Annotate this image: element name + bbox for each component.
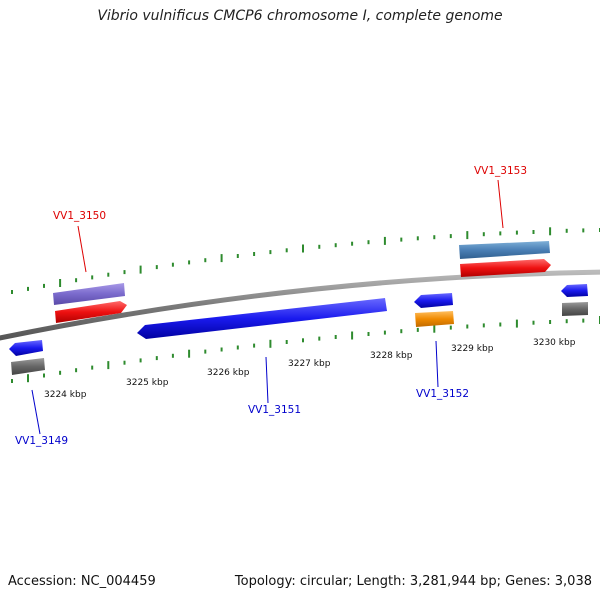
ruler-label-3230: 3230 kbp xyxy=(533,338,576,348)
gene-vv1-3152-feature[interactable] xyxy=(414,293,454,327)
gene-vv1-3149-feature[interactable] xyxy=(9,340,45,375)
gene-vv1-3153-feature[interactable] xyxy=(459,241,551,277)
cds-blue-arrow[interactable] xyxy=(137,298,387,339)
gene-right-edge-feature[interactable] xyxy=(561,284,588,316)
ruler-label-3227: 3227 kbp xyxy=(288,359,331,369)
gene-label-vv1-3151[interactable]: VV1_3151 xyxy=(248,404,301,416)
gene-vv1-3151-feature[interactable] xyxy=(137,298,387,339)
gene-label-vv1-3149[interactable]: VV1_3149 xyxy=(15,435,68,447)
ruler-label-3224: 3224 kbp xyxy=(44,390,87,400)
genome-summary-text: Topology: circular; Length: 3,281,944 bp… xyxy=(234,574,592,589)
leader-line-vv1-3150 xyxy=(77,225,87,273)
accession-text: Accession: NC_004459 xyxy=(8,574,156,589)
outer-tick-track xyxy=(11,227,600,294)
ruler-label-3228: 3228 kbp xyxy=(370,351,413,361)
ruler-label-3225: 3225 kbp xyxy=(126,378,169,388)
leader-line-vv1-3151 xyxy=(265,356,269,404)
ruler-label-3229: 3229 kbp xyxy=(451,344,494,354)
ruler-label-3226: 3226 kbp xyxy=(207,368,250,378)
gene-steel-bar[interactable] xyxy=(459,241,550,259)
cds-blue-arrow[interactable] xyxy=(414,293,453,308)
leader-line-vv1-3153 xyxy=(497,179,504,229)
chromosome-backbone xyxy=(0,269,600,341)
gene-label-vv1-3150[interactable]: VV1_3150 xyxy=(53,210,106,222)
leader-line-vv1-3149 xyxy=(31,389,41,435)
gene-gray-bar[interactable] xyxy=(11,358,45,375)
gene-orange-bar[interactable] xyxy=(415,311,454,327)
gene-purple-bar[interactable] xyxy=(53,283,125,305)
map-title: Vibrio vulnificus CMCP6 chromosome I, co… xyxy=(97,8,503,24)
leader-line-vv1-3152 xyxy=(435,340,439,388)
cds-blue-arrow[interactable] xyxy=(9,340,43,356)
gene-label-vv1-3153[interactable]: VV1_3153 xyxy=(474,165,527,177)
gene-vv1-3150-feature[interactable] xyxy=(53,283,127,323)
cds-red-arrow[interactable] xyxy=(55,301,127,323)
cds-blue-arrow[interactable] xyxy=(561,284,588,297)
gene-gray-bar[interactable] xyxy=(562,302,588,316)
cds-red-arrow[interactable] xyxy=(460,259,551,277)
inner-tick-track xyxy=(11,316,600,383)
gene-label-vv1-3152[interactable]: VV1_3152 xyxy=(416,388,469,400)
